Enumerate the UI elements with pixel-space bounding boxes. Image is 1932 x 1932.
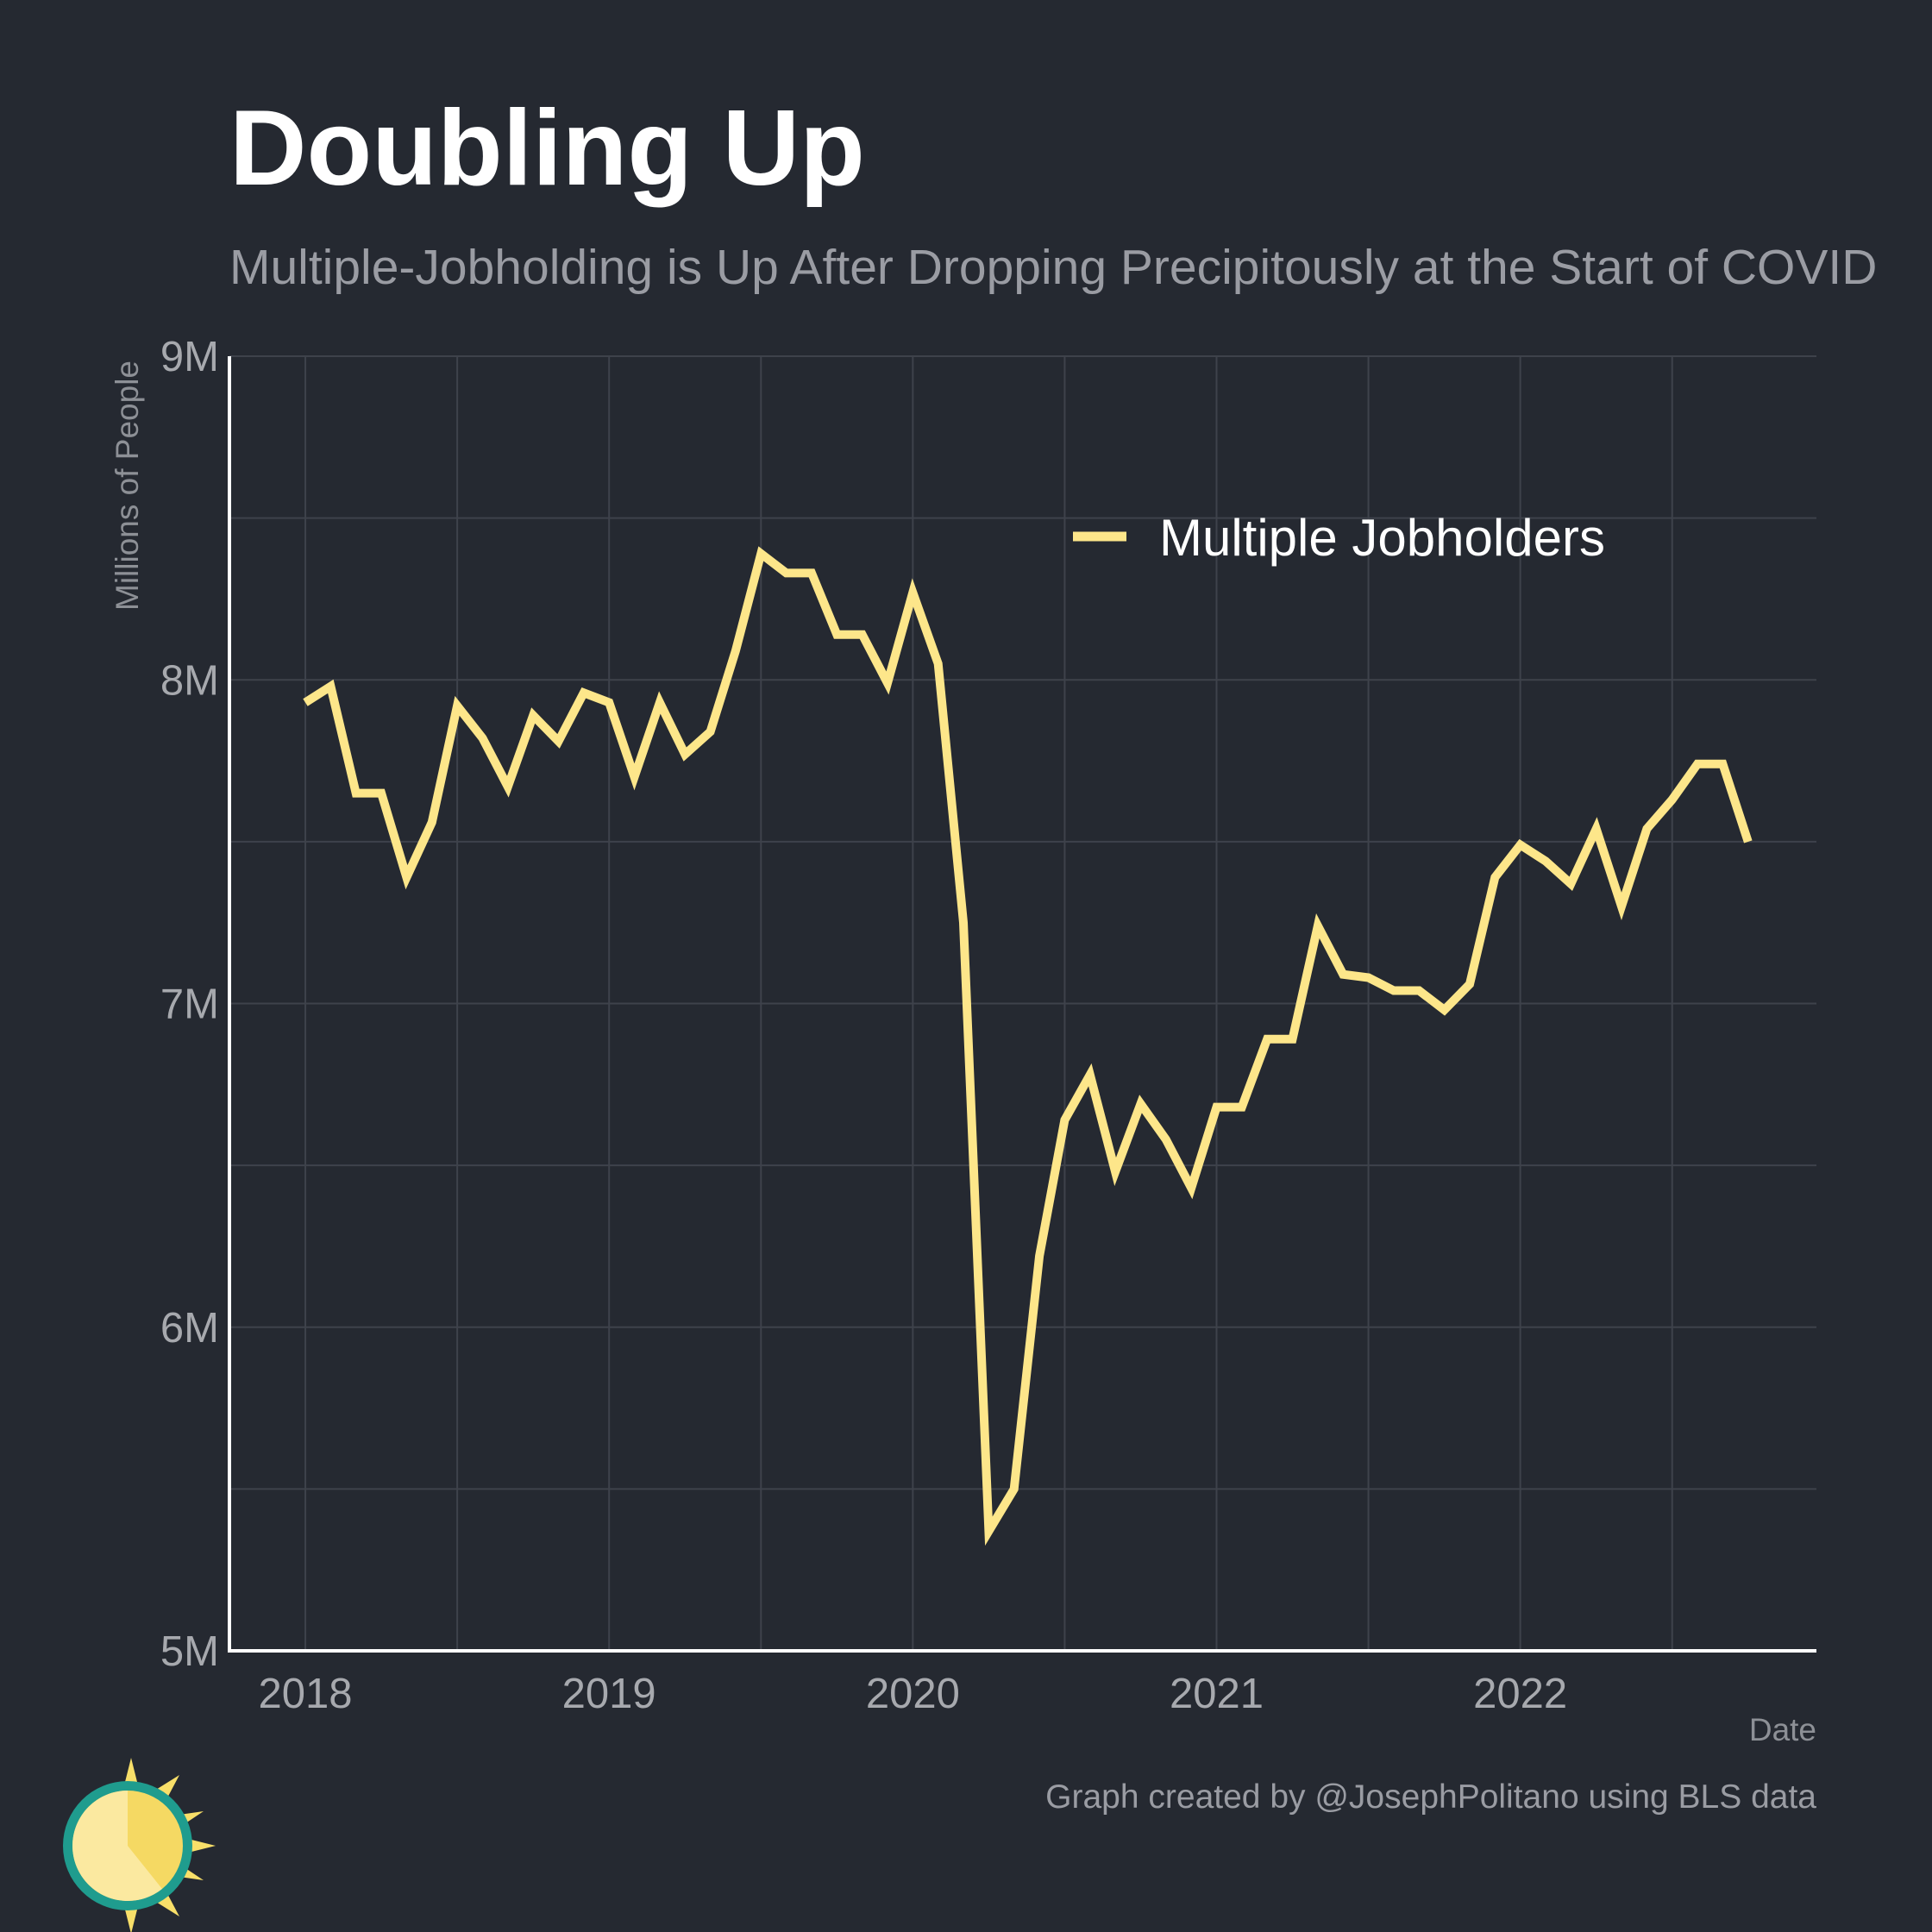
chart-title: Doubling Up xyxy=(229,89,865,208)
y-tick-label: 7M xyxy=(160,982,219,1028)
x-tick-label: 2019 xyxy=(562,1671,656,1717)
sun-logo-icon xyxy=(63,1758,216,1932)
y-tick-label: 8M xyxy=(160,657,219,704)
chart-subtitle: Multiple-Jobholding is Up After Dropping… xyxy=(229,240,1878,295)
y-axis-ticks: 5M 6M 7M 8M 9M xyxy=(160,334,219,1675)
y-tick-label: 6M xyxy=(160,1305,219,1352)
credit-text: Graph created by @JosephPolitano using B… xyxy=(1045,1778,1816,1816)
series-group xyxy=(303,546,1753,1546)
y-tick-label: 9M xyxy=(160,334,219,380)
x-tick-label: 2018 xyxy=(259,1671,353,1717)
x-axis-title: Date xyxy=(1749,1712,1816,1747)
legend-label: Multiple Jobholders xyxy=(1159,509,1605,567)
x-tick-label: 2022 xyxy=(1473,1671,1567,1717)
legend: Multiple Jobholders xyxy=(1073,509,1605,567)
grid-lines xyxy=(229,355,1816,1651)
x-tick-label: 2020 xyxy=(866,1671,960,1717)
y-axis-title: Millions of People xyxy=(110,361,145,611)
y-tick-label: 5M xyxy=(160,1628,219,1675)
x-tick-label: 2021 xyxy=(1170,1671,1264,1717)
series-line-multiple-jobholders xyxy=(303,546,1753,1546)
x-axis-ticks: 2018 2019 2020 2021 2022 xyxy=(259,1671,1568,1717)
